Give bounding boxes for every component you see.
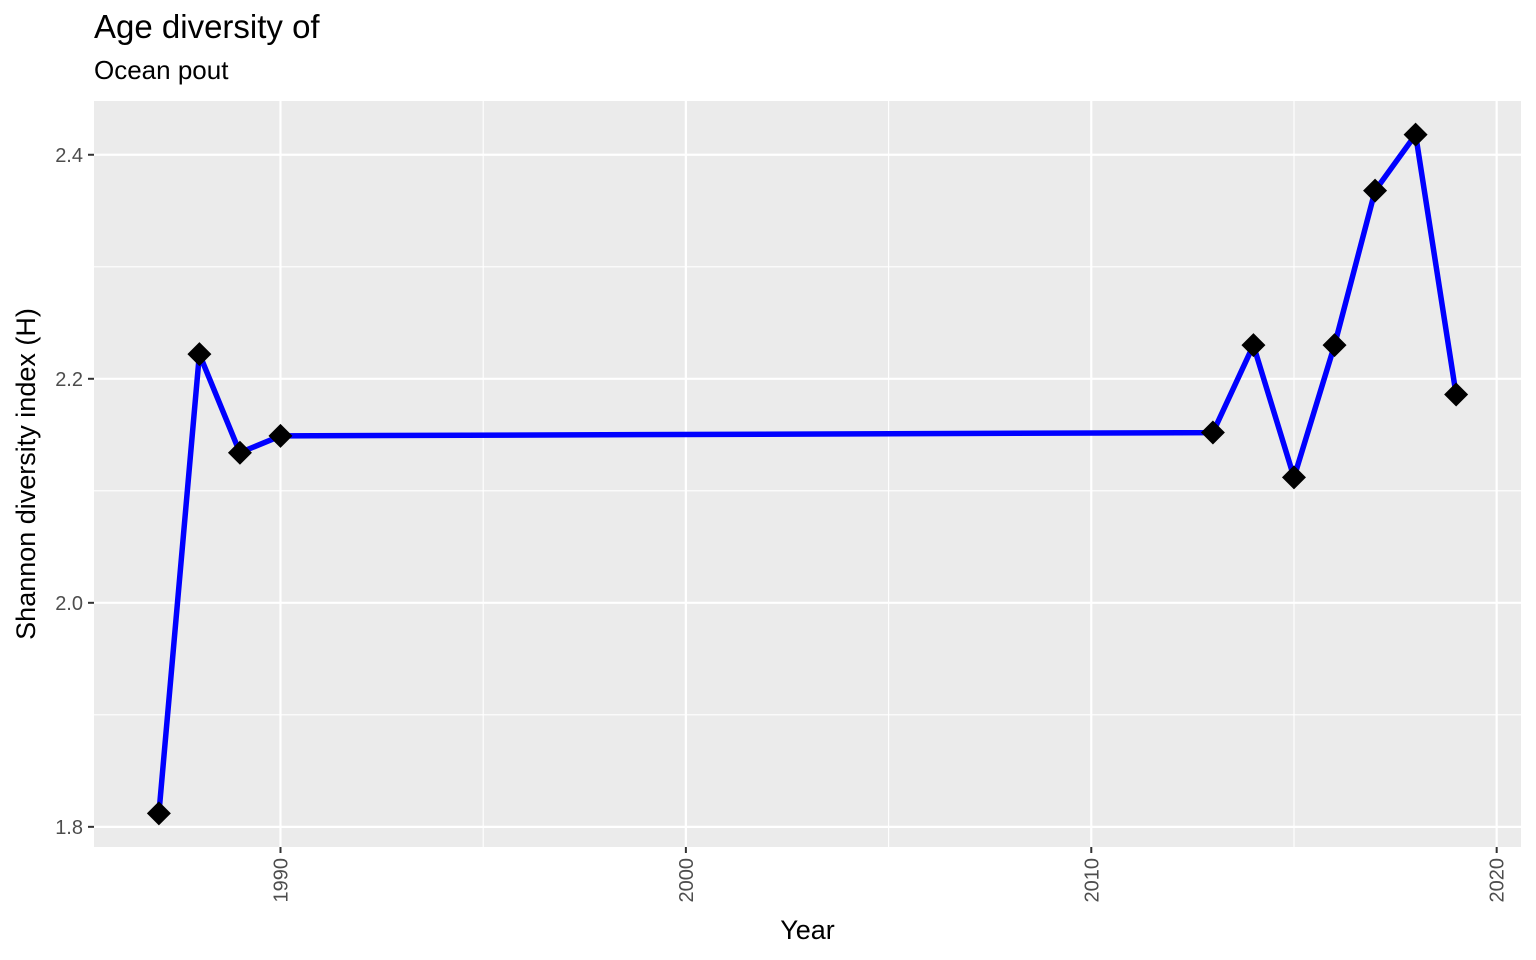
- data-point: [268, 423, 293, 448]
- data-point: [1444, 382, 1469, 407]
- chart-subtitle: Ocean pout: [94, 55, 229, 85]
- x-tick-label: 2000: [676, 858, 698, 903]
- series-layer: [146, 122, 1469, 826]
- y-tick-label: 2.2: [55, 369, 83, 391]
- x-tick-label: 2020: [1487, 858, 1509, 903]
- x-axis-title: Year: [780, 915, 835, 945]
- data-point: [1403, 122, 1428, 147]
- grid-major: [94, 101, 1521, 847]
- data-point: [1281, 465, 1306, 490]
- y-tick-label: 2.4: [55, 145, 83, 167]
- plot-panel: [94, 101, 1521, 847]
- chart-title: Age diversity of: [94, 8, 320, 45]
- data-point: [1322, 333, 1347, 358]
- data-point: [1200, 420, 1225, 445]
- data-point: [1363, 178, 1388, 203]
- y-tick-label: 2.0: [55, 593, 83, 615]
- x-tick-label: 2010: [1081, 858, 1103, 903]
- y-tick-label: 1.8: [55, 817, 83, 839]
- grid-minor: [94, 101, 1521, 847]
- axes-layer: 1.8 2.0 2.2 2.4 1990 2000 2010 2020: [55, 145, 1508, 903]
- data-point: [1241, 333, 1266, 358]
- data-point: [227, 440, 252, 465]
- data-point: [146, 801, 171, 826]
- data-point: [187, 342, 212, 367]
- x-tick-label: 1990: [270, 858, 292, 903]
- y-axis-title: Shannon diversity index (H): [11, 308, 41, 640]
